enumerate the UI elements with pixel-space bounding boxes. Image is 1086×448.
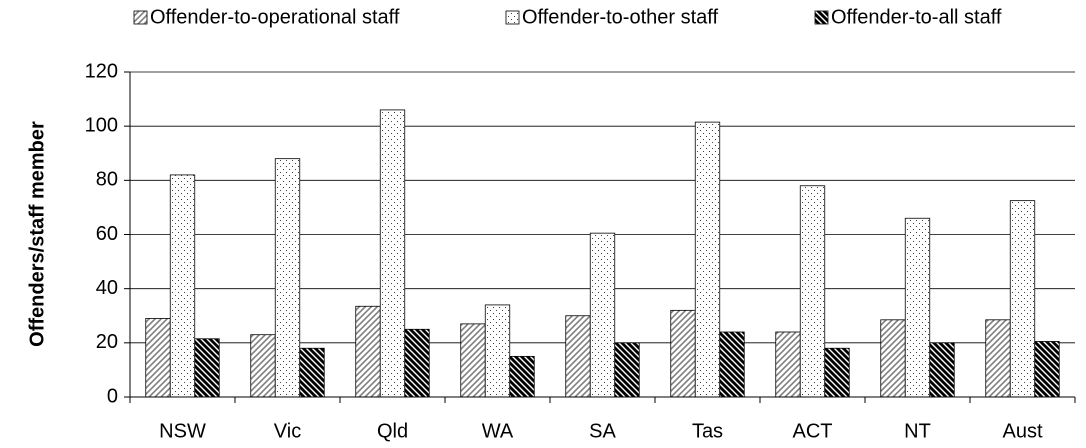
bar <box>799 185 826 398</box>
x-tick-label: Qld <box>377 420 408 442</box>
legend-swatch <box>505 10 520 25</box>
bar <box>719 331 745 398</box>
y-tick-label: 0 <box>107 385 118 407</box>
bar <box>169 174 196 398</box>
y-tick-label: 80 <box>96 169 118 191</box>
x-tick-label: Aust <box>1002 420 1042 442</box>
bar <box>404 328 430 398</box>
bar <box>589 232 616 398</box>
bar <box>880 319 906 398</box>
bar <box>1009 200 1036 398</box>
x-tick-label: WA <box>482 420 514 442</box>
legend-swatch <box>814 10 829 25</box>
legend-label: Offender-to-operational staff <box>150 6 400 28</box>
bar <box>299 347 325 398</box>
bar <box>460 323 486 398</box>
bar <box>565 315 591 398</box>
y-tick-label: 100 <box>85 114 118 136</box>
bar <box>145 318 171 398</box>
bar <box>929 342 955 398</box>
bar <box>509 355 535 398</box>
legend-label: Offender-to-all staff <box>831 6 1002 28</box>
x-tick-label: SA <box>589 420 616 442</box>
y-tick-label: 60 <box>96 223 118 245</box>
bar <box>985 319 1011 398</box>
bar <box>775 331 801 398</box>
bar <box>274 158 301 398</box>
y-tick-label: 120 <box>85 60 118 82</box>
x-tick-label: NT <box>904 420 931 442</box>
bar <box>904 217 931 398</box>
bar <box>614 342 640 398</box>
x-tick-label: NSW <box>159 420 206 442</box>
legend-swatch <box>133 10 148 25</box>
bar <box>484 304 511 398</box>
bar <box>250 334 276 398</box>
y-tick-label: 40 <box>96 277 118 299</box>
legend-label: Offender-to-other staff <box>522 6 718 28</box>
x-tick-label: Tas <box>692 420 723 442</box>
y-axis-label: Offenders/staff member <box>26 121 48 347</box>
bar <box>694 121 721 398</box>
x-tick-label: ACT <box>793 420 833 442</box>
bar <box>824 347 850 398</box>
x-tick-label: Vic <box>274 420 301 442</box>
bar <box>1034 341 1060 398</box>
bar <box>194 338 220 398</box>
y-tick-label: 20 <box>96 331 118 353</box>
bar <box>355 305 381 398</box>
bar <box>670 309 696 398</box>
bar <box>379 109 406 398</box>
